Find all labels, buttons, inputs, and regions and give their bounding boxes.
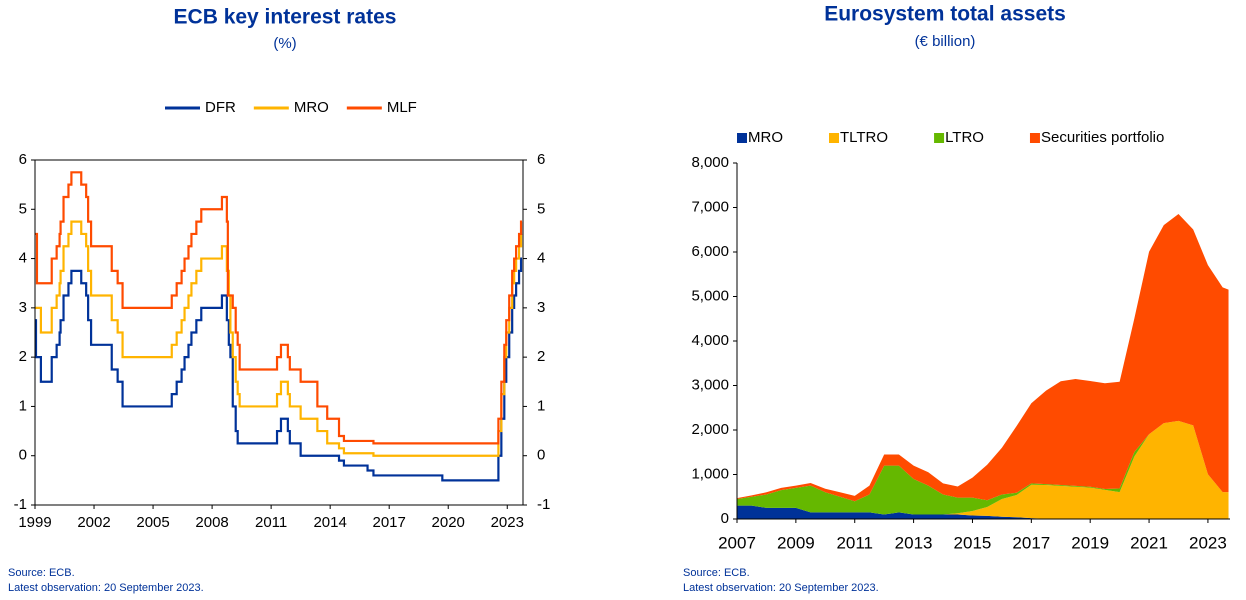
y-tick-label: 2,000 — [691, 421, 729, 438]
x-tick-label: 2023 — [1189, 533, 1227, 552]
y-tick-label: 7,000 — [691, 198, 729, 215]
y-tick-label: 2 — [19, 348, 27, 365]
y-tick-label: 5 — [19, 200, 27, 217]
chart-title: ECB key interest rates — [174, 6, 397, 29]
y-tick-label: 0 — [19, 447, 27, 464]
x-tick-label: 2015 — [954, 533, 992, 552]
source-note: Source: ECB. — [683, 567, 750, 579]
plot-border — [34, 159, 524, 506]
y2-tick-label: 0 — [537, 447, 545, 464]
legend-label: MRO — [748, 129, 783, 146]
area-segment — [737, 420, 1229, 515]
legend-label: DFR — [205, 99, 236, 116]
y2-tick-label: 1 — [537, 397, 545, 414]
y-tick-label: 4,000 — [691, 332, 729, 349]
x-tick-label: 2007 — [718, 533, 756, 552]
y-tick-label: 1 — [19, 397, 27, 414]
y2-tick-label: 4 — [537, 250, 545, 267]
legend-label: LTRO — [945, 129, 984, 146]
area-segment — [737, 420, 1229, 519]
x-tick-label: 2020 — [432, 514, 465, 531]
y-tick-label: -1 — [14, 496, 27, 513]
legend-label: TLTRO — [840, 129, 888, 146]
y-tick-label: 1,000 — [691, 465, 729, 482]
area-segment — [737, 505, 1229, 519]
y2-tick-label: 2 — [537, 348, 545, 365]
legend-swatch — [829, 133, 839, 143]
legend-swatch — [737, 133, 747, 143]
x-tick-label: 1999 — [18, 514, 51, 531]
series-line — [35, 257, 523, 482]
source-note: Source: ECB. — [8, 567, 75, 579]
y-tick-label: 0 — [721, 510, 729, 527]
y-tick-label: 3 — [19, 299, 27, 316]
chart: ECB key interest rates (%) Source: ECB. Lat… — [8, 6, 550, 594]
y-tick-label: 5,000 — [691, 287, 729, 304]
chart-subtitle: (%) — [273, 35, 296, 52]
y-tick-label: 4 — [19, 250, 27, 267]
x-tick-label: 2005 — [136, 514, 169, 531]
x-tick-label: 2017 — [373, 514, 406, 531]
x-tick-label: 2023 — [491, 514, 524, 531]
chart-subtitle: (€ billion) — [915, 33, 976, 50]
series-line — [35, 171, 523, 445]
x-tick-label: 2021 — [1130, 533, 1168, 552]
x-tick-label: 2009 — [777, 533, 815, 552]
legend-label: Securities portfolio — [1041, 129, 1164, 146]
chart: Eurosystem total assets (€ billion) Source… — [683, 3, 1230, 594]
y2-tick-label: 6 — [537, 151, 545, 168]
y2-tick-label: 5 — [537, 200, 545, 217]
x-tick-label: 2014 — [313, 514, 346, 531]
x-tick-label: 2002 — [77, 514, 110, 531]
legend-swatch — [934, 133, 945, 143]
x-tick-label: 2019 — [1071, 533, 1109, 552]
x-tick-label: 2011 — [255, 514, 287, 531]
y-tick-label: 8,000 — [691, 154, 729, 171]
x-tick-label: 2011 — [836, 533, 873, 552]
y2-tick-label: 3 — [537, 299, 545, 316]
source-note: Latest observation: 20 September 2023. — [683, 582, 879, 594]
chart-title: Eurosystem total assets — [824, 3, 1066, 26]
y2-tick-label: -1 — [537, 496, 550, 513]
legend-label: MRO — [294, 99, 329, 116]
x-tick-label: 2008 — [195, 514, 228, 531]
y-tick-label: 3,000 — [691, 376, 729, 393]
x-tick-label: 2013 — [895, 533, 933, 552]
area-segment — [737, 213, 1229, 502]
series-line — [35, 220, 523, 457]
legend-label: MLF — [387, 99, 417, 116]
y-tick-label: 6 — [19, 151, 27, 168]
source-note: Latest observation: 20 September 2023. — [8, 582, 204, 594]
x-tick-label: 2017 — [1012, 533, 1050, 552]
legend-swatch — [1029, 133, 1040, 143]
y-tick-label: 6,000 — [691, 243, 729, 260]
